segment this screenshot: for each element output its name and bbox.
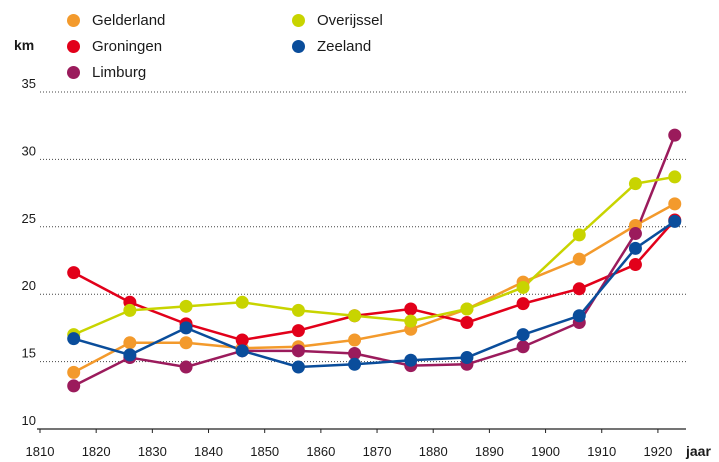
legend-label: Gelderland — [92, 11, 166, 29]
data-point-limburg — [179, 360, 193, 374]
legend-marker-icon — [67, 39, 80, 53]
data-point-groningen — [516, 297, 530, 311]
x-tick-label: 1900 — [531, 444, 560, 459]
data-point-groningen — [628, 258, 642, 272]
data-point-zeeland — [179, 321, 193, 335]
data-point-overijssel — [123, 303, 137, 317]
data-point-zeeland — [67, 332, 81, 346]
data-point-zeeland — [668, 214, 682, 228]
y-tick-label: 25 — [22, 211, 36, 226]
legend-label: Zeeland — [317, 37, 372, 55]
y-tick-label: 15 — [22, 346, 36, 361]
data-point-zeeland — [123, 348, 137, 362]
data-point-groningen — [67, 266, 81, 280]
x-tick-label: 1820 — [82, 444, 111, 459]
data-point-groningen — [404, 302, 418, 316]
legend-marker-icon — [292, 39, 305, 53]
data-point-overijssel — [668, 170, 682, 184]
data-point-gelderland — [67, 365, 81, 379]
data-point-overijssel — [348, 309, 362, 323]
data-point-overijssel — [516, 280, 530, 294]
x-tick-label: 1850 — [250, 444, 279, 459]
x-tick-label: 1810 — [26, 444, 55, 459]
x-axis-title: jaar — [686, 443, 711, 459]
data-point-overijssel — [179, 299, 193, 313]
x-tick-label: 1860 — [306, 444, 335, 459]
x-tick-label: 1830 — [138, 444, 167, 459]
legend-label: Overijssel — [317, 11, 383, 29]
y-tick-label: 20 — [22, 278, 36, 293]
x-tick-label: 1880 — [419, 444, 448, 459]
x-tick-label: 1840 — [194, 444, 223, 459]
data-point-limburg — [628, 227, 642, 241]
data-point-limburg — [516, 340, 530, 354]
series-line-overijssel — [73, 175, 675, 336]
data-point-groningen — [460, 316, 474, 330]
series-line-groningen — [73, 219, 676, 342]
data-point-zeeland — [460, 351, 474, 365]
y-tick-label: 35 — [22, 76, 36, 91]
x-tick-label: 1910 — [587, 444, 616, 459]
data-point-limburg — [291, 344, 305, 358]
legend-marker-icon — [292, 13, 305, 27]
legend-item-groningen: Groningen — [67, 35, 162, 57]
data-point-zeeland — [348, 357, 362, 371]
data-point-gelderland — [123, 336, 137, 350]
data-point-overijssel — [628, 177, 642, 191]
data-point-zeeland — [404, 353, 418, 367]
legend-item-zeeland: Zeeland — [292, 35, 371, 57]
y-axis-title: km — [14, 37, 35, 53]
data-point-limburg — [668, 128, 682, 142]
x-tick-label: 1890 — [475, 444, 504, 459]
data-point-groningen — [572, 282, 586, 296]
series-line-gelderland — [73, 202, 676, 374]
y-tick-label: 10 — [22, 413, 36, 428]
data-point-overijssel — [460, 302, 474, 316]
x-tick-label: 1870 — [363, 444, 392, 459]
data-point-groningen — [291, 324, 305, 338]
data-point-zeeland — [291, 360, 305, 374]
y-tick-label: 30 — [22, 143, 36, 158]
data-point-limburg — [67, 379, 81, 393]
legend-label: Groningen — [92, 37, 163, 55]
legend-label: Limburg — [92, 63, 147, 81]
data-point-zeeland — [628, 241, 642, 255]
x-tick-label: 1920 — [643, 444, 672, 459]
data-point-limburg — [348, 347, 362, 361]
data-point-overijssel — [291, 303, 305, 317]
series-line-limburg — [73, 134, 676, 387]
series-line-zeeland — [73, 220, 676, 369]
data-point-zeeland — [572, 309, 586, 323]
legend-marker-icon — [67, 65, 80, 79]
data-point-overijssel — [235, 295, 249, 309]
data-point-gelderland — [572, 252, 586, 266]
data-point-gelderland — [668, 197, 682, 211]
data-point-zeeland — [516, 328, 530, 342]
legend-item-overijssel: Overijssel — [292, 9, 383, 31]
data-point-zeeland — [235, 344, 249, 358]
legend-marker-icon — [67, 13, 80, 27]
data-point-gelderland — [179, 336, 193, 350]
legend-item-gelderland: Gelderland — [67, 9, 165, 31]
data-point-overijssel — [572, 228, 586, 242]
legend-item-limburg: Limburg — [67, 61, 146, 83]
data-point-overijssel — [404, 314, 418, 328]
data-point-gelderland — [348, 333, 362, 347]
data-point-groningen — [235, 333, 249, 347]
